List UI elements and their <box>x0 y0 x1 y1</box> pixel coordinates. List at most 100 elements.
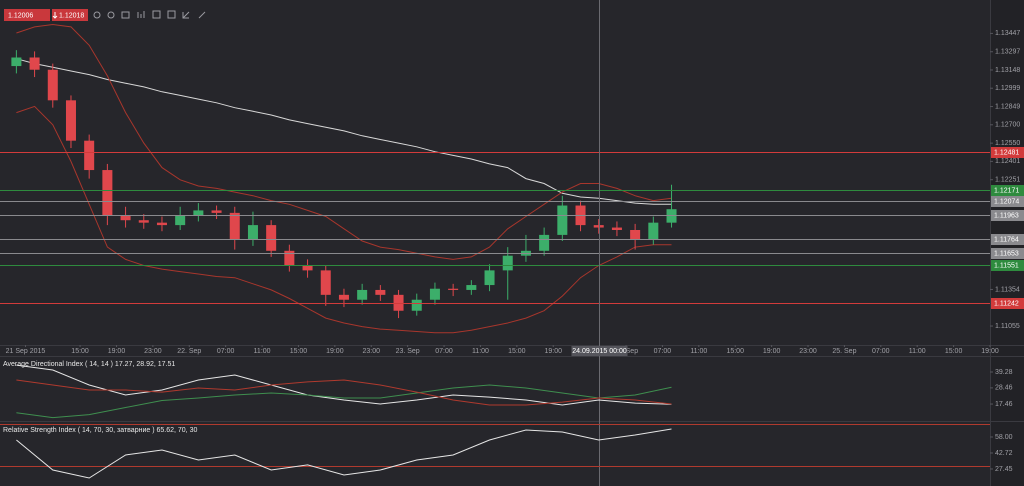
candle-body <box>284 250 295 266</box>
x-tick-label: 19:00 <box>326 348 344 355</box>
sell-price: 1.12006 <box>8 12 33 19</box>
indicator-line <box>16 23 672 260</box>
candle-body <box>411 299 422 311</box>
price-level-label: 1.12074 <box>994 198 1019 205</box>
x-tick-label: 15:00 <box>508 348 526 355</box>
x-tick-label: 23:00 <box>799 348 817 355</box>
period-icon[interactable] <box>121 11 130 19</box>
price-level-box <box>991 248 1024 259</box>
candle-body <box>429 288 440 300</box>
candle-body <box>375 289 386 295</box>
x-tick-label: 22. Sep <box>177 348 201 355</box>
x-tick-label: 21 Sep 2015 <box>6 348 46 355</box>
y-tick-label: 1.12550 <box>995 140 1020 147</box>
zoom-in-icon[interactable] <box>93 11 101 19</box>
indicator-line <box>16 428 672 479</box>
tool-icons <box>93 10 206 19</box>
x-tick-label: 23:00 <box>362 348 380 355</box>
y-tick-label: 1.13447 <box>995 30 1020 37</box>
indicator-title: Relative Strength Index ( 14, 70, 30, за… <box>3 427 197 434</box>
x-tick-label: 19:00 <box>763 348 781 355</box>
candle-body <box>193 210 204 216</box>
indicator-line <box>16 58 672 205</box>
candle-body <box>229 212 240 240</box>
crosshair-label-box <box>571 346 628 356</box>
indicator-line <box>16 105 672 334</box>
y-tick-label: 39.28 <box>995 369 1013 376</box>
y-tick-label: 1.12700 <box>995 122 1020 129</box>
candle-body <box>611 227 622 230</box>
candle-body <box>29 57 40 70</box>
price-level-label: 1.11963 <box>994 212 1019 219</box>
candle-body <box>338 294 349 300</box>
y-tick-label: 1.11354 <box>995 286 1020 293</box>
indicator-line <box>16 384 672 419</box>
candle-body <box>557 205 568 235</box>
y-tick-label: 1.12251 <box>995 177 1020 184</box>
draw-icon[interactable] <box>182 11 190 19</box>
candle-body <box>593 225 604 228</box>
price-level-box <box>991 210 1024 221</box>
x-tick-label: 23. Sep <box>396 348 420 355</box>
y-tick-label: 42.72 <box>995 450 1013 457</box>
x-tick-label: 19:00 <box>544 348 562 355</box>
price-level-label: 1.12171 <box>994 187 1019 194</box>
price-level-box <box>991 196 1024 207</box>
price-level-box <box>991 234 1024 245</box>
chart-type-icon[interactable] <box>137 11 145 18</box>
candle-body <box>448 288 459 290</box>
candle-body <box>302 265 313 271</box>
screenshot-icon[interactable] <box>167 10 176 19</box>
x-tick-label: 25. Sep <box>832 348 856 355</box>
x-tick-label: 07:00 <box>217 348 235 355</box>
crosshair-label: 24.09.2015 00:00 <box>572 348 627 355</box>
x-tick-label: 15:00 <box>71 348 89 355</box>
candle-body <box>120 215 131 221</box>
x-tick-label: 19:00 <box>108 348 126 355</box>
candle-body <box>466 285 477 290</box>
x-tick-label: 11:00 <box>472 348 489 355</box>
x-tick-label: 11:00 <box>254 348 271 355</box>
price-level-label: 1.11764 <box>994 236 1019 243</box>
y-tick-label: 1.13297 <box>995 49 1020 56</box>
indicator-title: Average Directional Index ( 14, 14 ) 17.… <box>3 361 175 368</box>
toolbar: 1.12006 1.12018 <box>4 9 206 21</box>
arrow-icon <box>52 12 58 19</box>
y-tick-label: 58.00 <box>995 434 1013 441</box>
candle-body <box>502 255 513 271</box>
price-level-label: 1.11242 <box>994 300 1019 307</box>
indicator-line <box>16 379 672 406</box>
candle-body <box>266 225 277 251</box>
price-level-box <box>991 260 1024 271</box>
price-level-label: 1.11653 <box>994 250 1019 257</box>
price-level-box <box>991 298 1024 309</box>
candle-body <box>102 170 113 216</box>
y-tick-label: 27.45 <box>995 466 1013 473</box>
y-tick-label: 28.46 <box>995 385 1013 392</box>
price-level-box <box>991 185 1024 196</box>
sell-button[interactable] <box>4 9 50 21</box>
candle-body <box>393 294 404 311</box>
x-tick-label: 23:00 <box>144 348 162 355</box>
zoom-out-icon[interactable] <box>107 11 115 19</box>
candle-body <box>247 225 258 240</box>
x-tick-label: 07:00 <box>435 348 453 355</box>
candle-body <box>484 270 495 286</box>
candle-body <box>47 69 58 101</box>
price-level-label: 1.11551 <box>994 262 1019 269</box>
indicators-icon[interactable] <box>152 10 161 19</box>
y-tick-label: 1.12849 <box>995 103 1020 110</box>
buy-button[interactable] <box>52 9 88 21</box>
x-tick-label: 07:00 <box>872 348 890 355</box>
pen-icon[interactable] <box>198 11 206 19</box>
x-tick-label: 11:00 <box>909 348 926 355</box>
candle-body <box>539 234 550 251</box>
y-tick-label: 1.12401 <box>995 158 1020 165</box>
buy-price: 1.12018 <box>59 12 84 19</box>
x-tick-label: 15:00 <box>290 348 308 355</box>
y-tick-label: 1.12999 <box>995 85 1020 92</box>
candle-body <box>11 57 22 67</box>
